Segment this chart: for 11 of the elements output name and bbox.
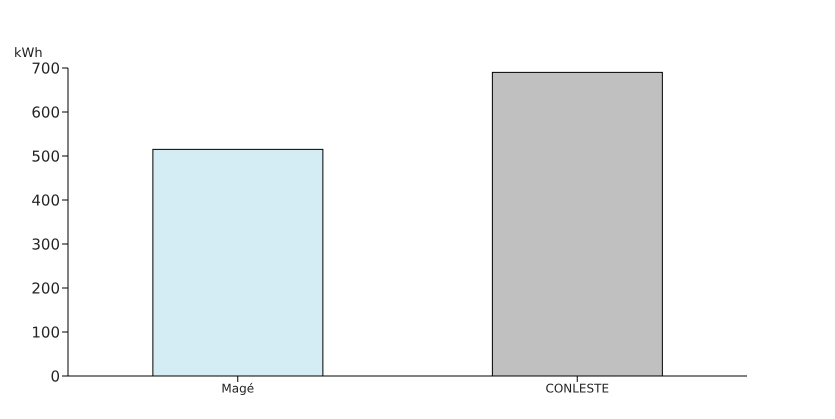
y-tick-label: 300 [31, 235, 60, 254]
y-tick-label: 100 [31, 323, 60, 342]
y-tick-label: 500 [31, 147, 60, 166]
y-tick-label: 400 [31, 191, 60, 210]
y-tick-label: 0 [50, 367, 60, 386]
y-tick-label: 200 [31, 279, 60, 298]
y-tick-label: 700 [31, 59, 60, 78]
x-tick-label: CONLESTE [545, 382, 610, 396]
y-tick-label: 600 [31, 103, 60, 122]
y-axis-title: kWh [14, 46, 43, 61]
x-tick-label: Magé [221, 382, 254, 396]
